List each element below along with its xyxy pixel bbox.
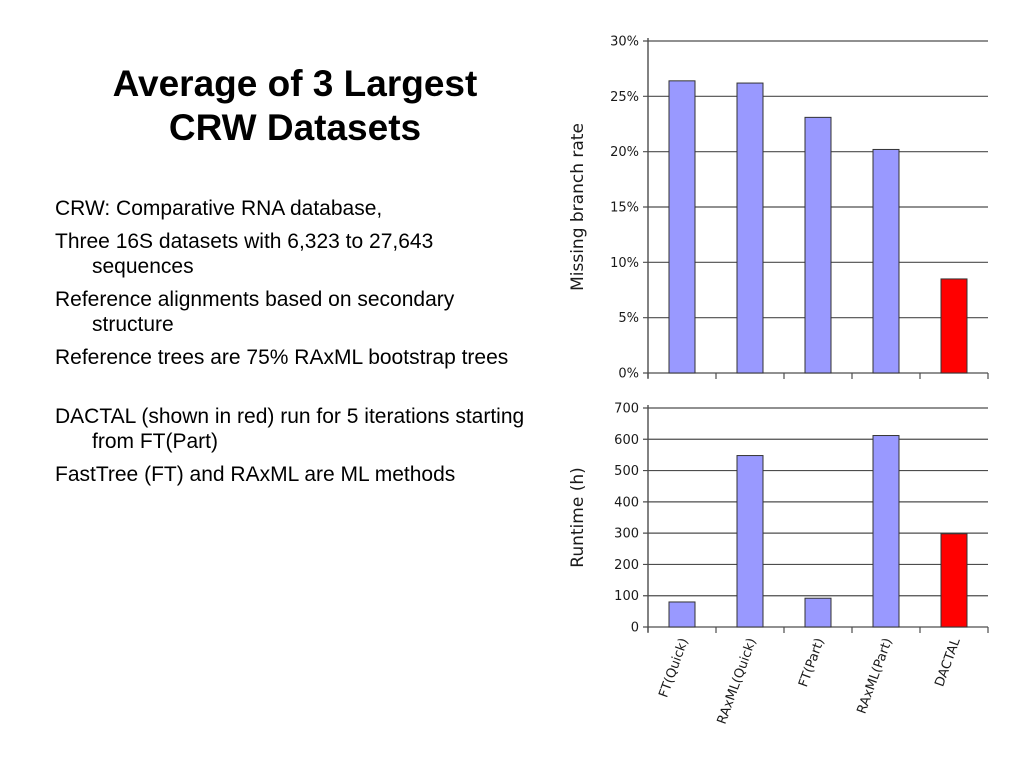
bar-dactal — [940, 533, 968, 628]
y-tick-label: 500 — [614, 464, 639, 479]
bullet-item: Reference trees are 75% RAxML bootstrap … — [55, 346, 509, 369]
bar — [804, 116, 832, 374]
x-category-label: FT(Part) — [796, 636, 828, 689]
y-tick-label: 400 — [614, 495, 639, 510]
bar — [668, 80, 696, 374]
y-tick-label: 25% — [610, 90, 639, 105]
x-category-label: RAxML(Part) — [855, 636, 896, 716]
y-tick-label: 100 — [614, 589, 639, 604]
x-category-label: DACTAL — [932, 636, 964, 689]
bar — [736, 455, 764, 628]
y-tick-label: 0% — [618, 367, 639, 382]
y-tick-label: 0 — [631, 621, 639, 636]
bar — [872, 435, 900, 628]
bullet-item: CRW: Comparative RNA database, — [55, 197, 383, 220]
y-tick-label: 10% — [610, 256, 639, 271]
y-tick-label: 600 — [614, 433, 639, 448]
x-category-label: FT(Quick) — [656, 636, 691, 699]
title-line-2: CRW Datasets — [168, 107, 422, 148]
bar — [804, 597, 832, 628]
y-axis-title: Runtime (h) — [568, 467, 588, 567]
x-category-label: RAxML(Quick) — [715, 636, 760, 726]
bullet-item: DACTAL (shown in red) run for 5 iteratio… — [55, 405, 525, 453]
missing-branch-rate-chart: 0% 5% 10% 15% 20% 25% 30% Missing branch rate — [568, 35, 989, 382]
bullet-item: Three 16S datasets with 6,323 to 27,643 … — [55, 230, 434, 278]
y-tick-label: 20% — [610, 145, 639, 160]
runtime-chart: 0 100 200 300 400 500 600 700 Runtime (h) — [568, 402, 989, 636]
bullet-list: CRW: Comparative RNA database, Three 16S… — [55, 196, 535, 495]
bar — [872, 148, 900, 374]
y-tick-label: 30% — [610, 35, 639, 50]
bar-dactal — [940, 278, 968, 374]
bullet-item: FastTree (FT) and RAxML are ML methods — [55, 463, 456, 486]
bar — [668, 601, 696, 628]
y-axis-title: Missing branch rate — [568, 123, 588, 291]
slide-title: Average of 3 Largest CRW Datasets — [60, 62, 530, 150]
y-tick-label: 5% — [618, 311, 639, 326]
bar — [736, 82, 764, 374]
y-tick-label: 200 — [614, 558, 639, 573]
y-tick-label: 15% — [610, 201, 639, 216]
title-line-1: Average of 3 Largest — [112, 63, 478, 104]
y-tick-label: 300 — [614, 527, 639, 542]
bullet-item: Reference alignments based on secondary … — [55, 288, 455, 336]
y-tick-label: 700 — [614, 402, 639, 417]
x-axis-category-labels: FT(Quick) RAxML(Quick) FT(Part) RAxML(Part)… — [656, 636, 964, 727]
